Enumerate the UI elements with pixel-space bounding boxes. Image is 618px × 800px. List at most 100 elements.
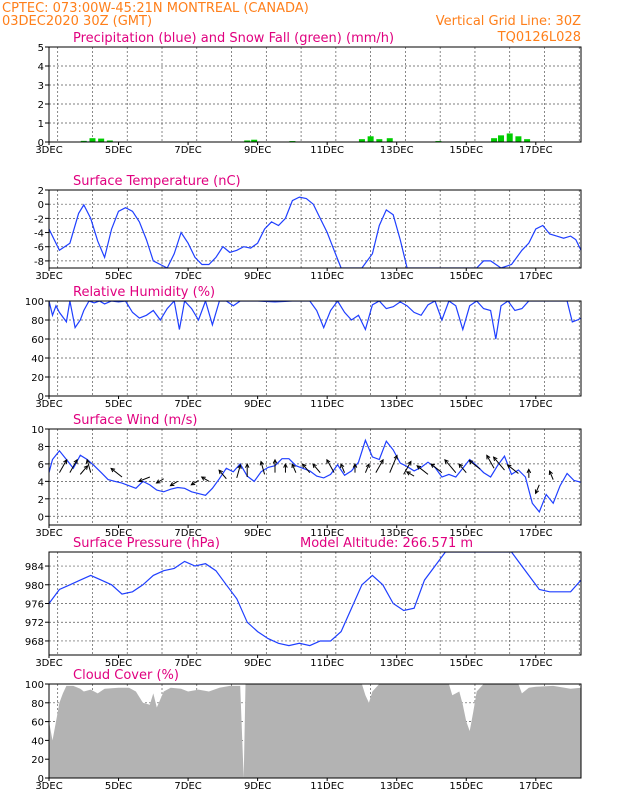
wind-arrowhead xyxy=(237,463,242,470)
x-tick-label: 3DEC xyxy=(35,399,62,410)
y-tick-label: -4 xyxy=(34,229,44,240)
x-tick-label: 11DEC xyxy=(310,528,344,539)
y-tick-label: -2 xyxy=(34,214,44,225)
y-tick-label: 4 xyxy=(38,62,44,73)
panel-6: 0 20 40 60 80 100 3DEC 5DEC 7DEC 9DEC 11DEC 13DEC 15… xyxy=(25,668,582,792)
wind-arrow xyxy=(79,465,88,475)
panel-frame xyxy=(48,300,582,397)
y-tick-label: 20 xyxy=(31,373,44,384)
wind-arrow xyxy=(170,480,178,487)
y-tick-label: 60 xyxy=(31,335,44,346)
model-altitude-annotation: Model Altitude: 266.571 m xyxy=(300,536,473,551)
y-tick-label: 968 xyxy=(25,637,44,648)
y-tick-label: 20 xyxy=(31,755,44,766)
bar-snow-fall xyxy=(358,139,365,142)
panel-frame xyxy=(48,551,582,656)
wind-arrow xyxy=(535,484,540,494)
panel-frame xyxy=(48,189,582,269)
panel-title: Relative Humidity (%) xyxy=(73,285,215,300)
y-tick-label: 0 xyxy=(38,512,44,523)
x-tick-label: 9DEC xyxy=(244,145,271,156)
y-tick-label: -6 xyxy=(34,243,44,254)
wind-arrowhead xyxy=(110,467,116,473)
y-tick-label: 2 xyxy=(38,186,44,197)
x-tick-label: 7DEC xyxy=(174,781,201,792)
wind-arrowhead xyxy=(492,456,498,462)
wind-arrowhead xyxy=(430,463,435,468)
wind-arrow xyxy=(375,459,384,473)
y-tick-label: 80 xyxy=(31,316,44,327)
wind-arrowhead xyxy=(407,460,412,466)
panel-frame xyxy=(48,683,582,779)
y-tick-label: 972 xyxy=(25,618,44,629)
wind-arrowhead xyxy=(340,463,345,469)
bar-snow-fall xyxy=(524,139,531,142)
x-tick-label: 15DEC xyxy=(449,145,483,156)
wind-arrowhead xyxy=(393,454,398,460)
bar-snow-fall xyxy=(251,139,258,142)
y-tick-label: 80 xyxy=(31,699,44,710)
wind-arrowhead xyxy=(312,463,317,469)
x-tick-label: 15DEC xyxy=(449,658,483,669)
x-tick-label: 13DEC xyxy=(380,528,414,539)
panel-title: Surface Temperature (nC) xyxy=(73,174,241,189)
header-model-code: TQ0126L028 xyxy=(497,30,581,45)
wind-arrow xyxy=(156,478,164,484)
bar-snow-fall xyxy=(498,135,505,142)
wind-arrowhead xyxy=(379,458,384,464)
wind-arrow xyxy=(236,464,241,479)
wind-arrow xyxy=(138,476,151,482)
series-group xyxy=(49,684,581,778)
header-location: CPTEC: 073:00W-45:21N MONTREAL (CANADA) xyxy=(2,1,309,16)
y-tick-label: 2 xyxy=(38,495,44,506)
x-tick-label: 5DEC xyxy=(105,781,132,792)
bar-snow-fall xyxy=(244,140,251,142)
panel-frame xyxy=(48,428,582,526)
panel-5: 968 972 976 980 984 3DEC 5DEC 7DEC 9DEC 11DEC 13DE… xyxy=(25,536,582,669)
wind-arrow xyxy=(364,463,370,473)
wind-arrowhead xyxy=(244,462,250,468)
wind-arrow xyxy=(69,459,78,473)
y-tick-label: 0 xyxy=(38,392,44,403)
x-tick-label: 17DEC xyxy=(519,781,553,792)
bar-snow-fall xyxy=(515,136,522,142)
wind-arrowhead xyxy=(200,476,206,481)
wind-arrow xyxy=(468,460,481,470)
wind-arrowhead xyxy=(63,458,68,464)
x-tick-label: 15DEC xyxy=(449,271,483,282)
y-tick-label: -8 xyxy=(34,257,44,268)
series-line-surface-pressure xyxy=(49,552,581,647)
x-tick-label: 15DEC xyxy=(449,528,483,539)
x-tick-label: 17DEC xyxy=(519,271,553,282)
wind-arrowhead xyxy=(548,469,553,476)
wind-arrow xyxy=(486,455,495,469)
wind-arrow xyxy=(58,459,68,473)
series-group xyxy=(80,133,531,142)
y-tick-label: 1 xyxy=(38,119,44,130)
wind-arrow xyxy=(191,480,199,486)
wind-arrowhead xyxy=(416,465,422,470)
x-tick-label: 11DEC xyxy=(310,145,344,156)
bar-snow-fall xyxy=(89,138,96,142)
y-tick-label: 100 xyxy=(25,297,44,308)
x-tick-label: 15DEC xyxy=(449,781,483,792)
wind-arrow xyxy=(549,470,554,480)
x-tick-label: 3DEC xyxy=(35,528,62,539)
bar-snow-fall xyxy=(376,139,383,142)
x-tick-label: 13DEC xyxy=(380,658,414,669)
y-tick-label: 40 xyxy=(31,354,44,365)
y-tick-label: 60 xyxy=(31,718,44,729)
header-grid-line: Vertical Grid Line: 30Z xyxy=(436,14,581,29)
wind-arrowhead xyxy=(85,458,91,464)
wind-arrowhead xyxy=(352,463,358,468)
panel-3: 0 20 40 60 80 100 3DEC 5DEC 7DEC 9DEC 11DEC 13DEC 15… xyxy=(25,285,582,410)
wind-arrowhead xyxy=(169,482,175,487)
x-tick-label: 11DEC xyxy=(310,399,344,410)
x-tick-label: 5DEC xyxy=(105,399,132,410)
y-tick-label: 3 xyxy=(38,81,44,92)
panel-4: 0 2 4 6 8 10 3DEC 5DEC 7DEC 9DEC 11DEC 13DEC 15DEC 17… xyxy=(31,413,582,539)
x-tick-label: 17DEC xyxy=(519,399,553,410)
x-tick-label: 13DEC xyxy=(380,271,414,282)
x-tick-label: 5DEC xyxy=(105,528,132,539)
